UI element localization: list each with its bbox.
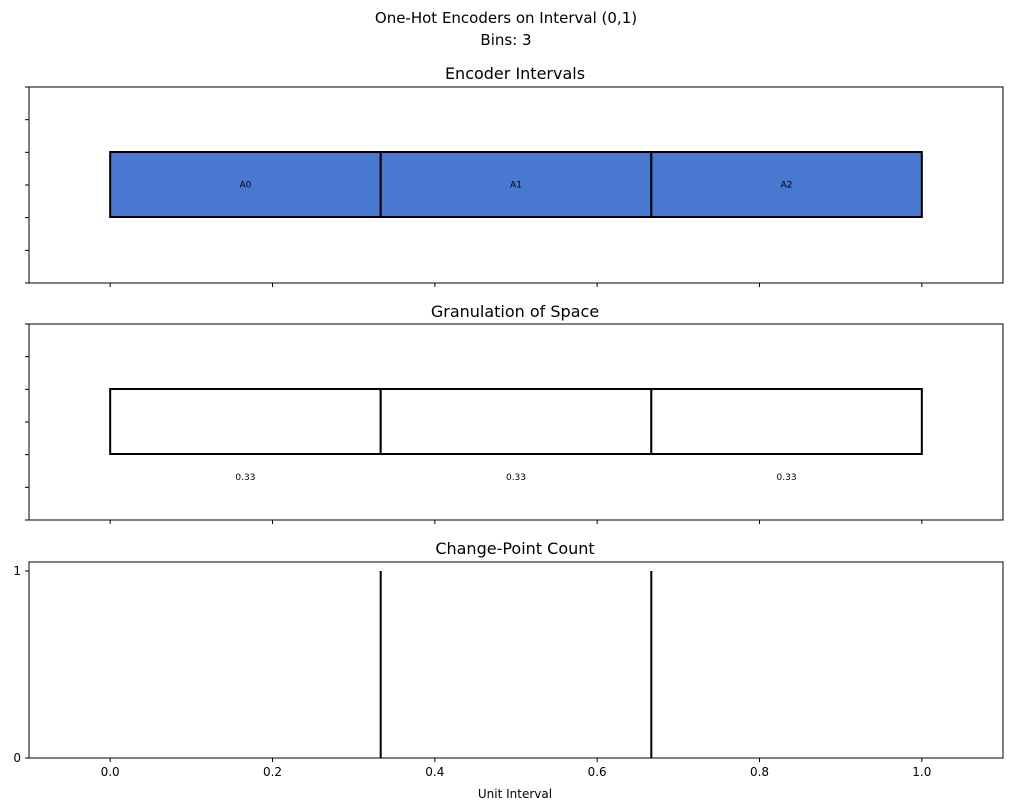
encoder-bin-label-1: A1 (510, 181, 522, 191)
granule-width-label-2: 0.33 (777, 473, 797, 483)
encoder-bin-0 (109, 151, 382, 218)
figure-title-line2: Bins: 3 (480, 31, 531, 49)
encoder-bin-label-2: A2 (781, 181, 793, 191)
x-tick-label: 1.0 (912, 765, 931, 779)
granule-width-label-1: 0.33 (506, 473, 526, 483)
panel3-title: Change-Point Count (435, 539, 594, 558)
granule-width-label-0: 0.33 (235, 473, 255, 483)
panel-change-point-count: Change-Point Count 0.0 0.2 0.4 0.6 0.8 1.001 … (13, 539, 1004, 801)
x-tick-label: 0.6 (588, 765, 607, 779)
x-tick-label: 0.0 (101, 765, 120, 779)
x-axis-label: Unit Interval (478, 787, 552, 801)
panel1-axes-frame (28, 86, 1004, 284)
panel2-title: Granulation of Space (431, 302, 599, 321)
panel-granulation: Granulation of Space 0.33 0.33 0.33 (25, 302, 1004, 524)
granule-bin-2 (650, 388, 923, 455)
encoder-bin-1 (379, 151, 653, 218)
panel1-title: Encoder Intervals (445, 64, 585, 83)
encoder-bin-2 (650, 151, 923, 218)
x-tick-label: 0.4 (425, 765, 444, 779)
x-tick-label: 0.2 (263, 765, 282, 779)
encoder-bin-label-0: A0 (239, 181, 251, 191)
granule-bin-0 (109, 388, 382, 455)
panel2-axes-frame (28, 323, 1004, 521)
granule-bin-1 (379, 388, 653, 455)
y-tick-label: 1 (13, 564, 21, 578)
y-tick-label: 0 (13, 751, 21, 765)
panel3-axes-frame (28, 561, 1004, 759)
figure-title-line1: One-Hot Encoders on Interval (0,1) (375, 9, 637, 27)
x-tick-label: 0.8 (750, 765, 769, 779)
panel-encoder-intervals: Encoder Intervals A0 A1 A2 (25, 64, 1004, 287)
